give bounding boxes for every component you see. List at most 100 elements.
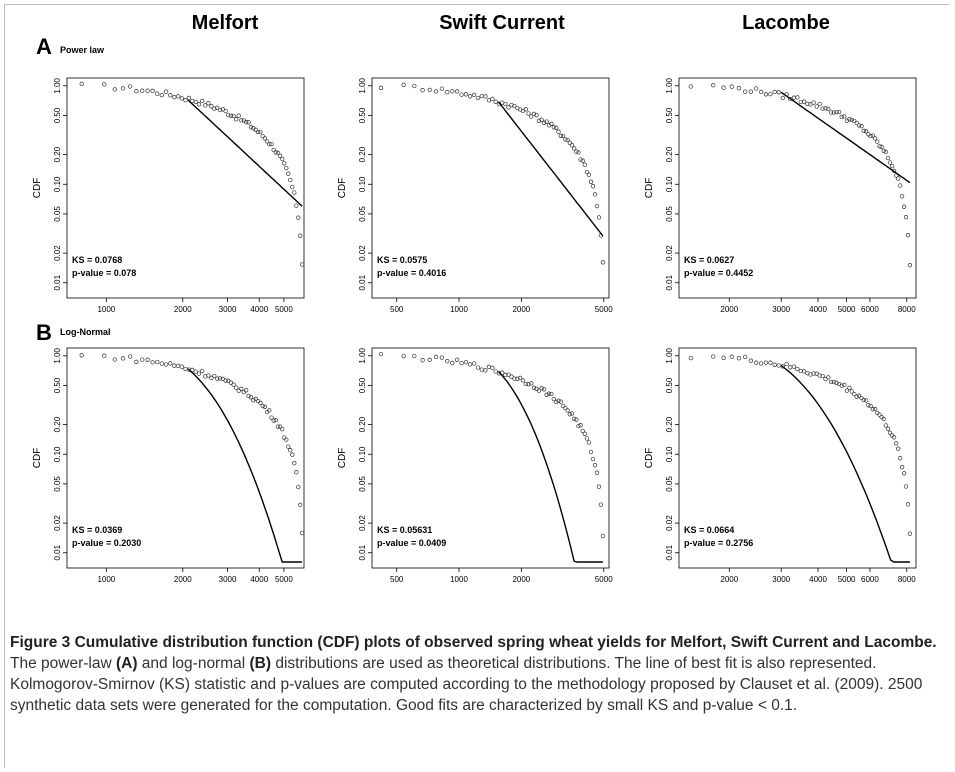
data-point bbox=[768, 91, 773, 97]
x-tick-label: 1000 bbox=[450, 305, 468, 314]
ks-statistic: KS = 0.0369 bbox=[72, 525, 122, 535]
y-axis-label: CDF bbox=[337, 178, 348, 199]
x-tick-label: 4000 bbox=[809, 305, 827, 314]
data-point bbox=[179, 364, 184, 369]
data-point bbox=[260, 403, 265, 409]
data-point bbox=[120, 86, 126, 91]
data-point bbox=[286, 444, 291, 449]
panel-label-power-law: Power law bbox=[60, 45, 105, 55]
data-point bbox=[234, 385, 239, 390]
y-axis-label: CDF bbox=[32, 448, 43, 469]
data-point bbox=[899, 194, 905, 199]
data-point bbox=[534, 113, 539, 118]
data-point bbox=[433, 354, 439, 360]
plot-frame bbox=[66, 347, 305, 569]
data-point bbox=[541, 387, 547, 392]
data-point bbox=[445, 90, 450, 95]
ks-statistic: KS = 0.0664 bbox=[684, 525, 734, 535]
data-point bbox=[849, 117, 854, 123]
data-point bbox=[801, 99, 807, 104]
y-tick-label: 1.00 bbox=[53, 347, 62, 363]
data-point bbox=[868, 403, 873, 409]
data-point bbox=[190, 367, 195, 373]
data-point bbox=[378, 85, 384, 90]
plot-power-law-melfort: 1.00 0.50 0.20 0.10 0.05 0.02 0.01 1000 2000 3000… bbox=[20, 72, 312, 322]
data-point bbox=[282, 435, 287, 440]
data-point bbox=[526, 111, 531, 116]
data-point bbox=[490, 365, 495, 371]
data-point bbox=[282, 161, 287, 166]
data-point bbox=[290, 452, 295, 457]
data-point bbox=[248, 125, 254, 130]
y-tick-label: 0.10 bbox=[665, 446, 674, 462]
data-point bbox=[286, 171, 291, 176]
data-point bbox=[863, 129, 869, 134]
data-point bbox=[483, 368, 488, 373]
data-point bbox=[817, 101, 822, 107]
data-point bbox=[273, 150, 278, 155]
data-point bbox=[509, 374, 514, 379]
data-point bbox=[759, 361, 764, 366]
data-point bbox=[439, 355, 445, 360]
data-point bbox=[262, 136, 268, 141]
data-point bbox=[582, 162, 587, 167]
data-point bbox=[512, 103, 517, 109]
data-point bbox=[868, 133, 873, 139]
data-point bbox=[574, 417, 579, 422]
data-point bbox=[600, 533, 606, 539]
data-point bbox=[811, 100, 816, 105]
p-value: p-value = 0.0409 bbox=[377, 538, 446, 548]
data-point bbox=[544, 119, 549, 124]
y-tick-label: 0.01 bbox=[665, 544, 674, 560]
data-point bbox=[248, 395, 254, 400]
data-point bbox=[217, 376, 223, 381]
data-point bbox=[140, 88, 145, 93]
data-point bbox=[253, 127, 258, 132]
data-point bbox=[271, 418, 276, 423]
data-point bbox=[450, 89, 455, 94]
x-tick-label: 2000 bbox=[174, 305, 192, 314]
data-point bbox=[196, 371, 202, 376]
data-point bbox=[529, 114, 534, 119]
data-point bbox=[596, 484, 602, 489]
data-point bbox=[847, 117, 852, 122]
data-point bbox=[780, 95, 785, 101]
data-point bbox=[217, 107, 223, 113]
data-point bbox=[788, 365, 793, 370]
data-point bbox=[748, 358, 754, 363]
data-point bbox=[536, 118, 542, 123]
x-tick-label: 1000 bbox=[450, 575, 468, 584]
ks-statistic: KS = 0.0575 bbox=[377, 255, 427, 265]
data-point bbox=[269, 141, 274, 147]
data-point bbox=[584, 169, 590, 175]
data-point bbox=[168, 361, 173, 366]
data-point bbox=[554, 125, 559, 130]
y-tick-label: 0.02 bbox=[53, 245, 62, 261]
caption-ref-a: (A) bbox=[115, 655, 138, 672]
data-point bbox=[776, 363, 781, 368]
data-point bbox=[120, 356, 126, 361]
data-point bbox=[556, 398, 561, 403]
data-point bbox=[754, 86, 759, 91]
plot-log-normal-melfort: 1.00 0.50 0.20 0.10 0.05 0.02 0.01 1000 2000 3000… bbox=[20, 342, 312, 592]
data-point bbox=[280, 156, 285, 162]
x-tick-label: 2000 bbox=[512, 575, 530, 584]
x-tick-label: 2000 bbox=[174, 575, 192, 584]
y-axis-label: CDF bbox=[32, 178, 43, 199]
data-point bbox=[569, 143, 575, 148]
data-points bbox=[378, 82, 606, 265]
data-point bbox=[817, 373, 822, 378]
data-point bbox=[467, 94, 473, 99]
y-axis-label: CDF bbox=[644, 448, 655, 469]
x-tick-label: 1000 bbox=[97, 575, 115, 584]
data-point bbox=[768, 360, 773, 365]
caption-text-2: and log-normal bbox=[137, 655, 250, 672]
plot-frame bbox=[66, 77, 305, 299]
data-point bbox=[280, 427, 285, 432]
x-tick-label: 5000 bbox=[275, 575, 293, 584]
data-point bbox=[887, 160, 893, 165]
data-point bbox=[459, 360, 464, 366]
data-point bbox=[814, 104, 819, 109]
y-tick-label: 0.02 bbox=[665, 245, 674, 261]
plot-log-normal-lacombe: 1.00 0.50 0.20 0.10 0.05 0.02 0.01 2000 3000 4000… bbox=[632, 342, 924, 592]
